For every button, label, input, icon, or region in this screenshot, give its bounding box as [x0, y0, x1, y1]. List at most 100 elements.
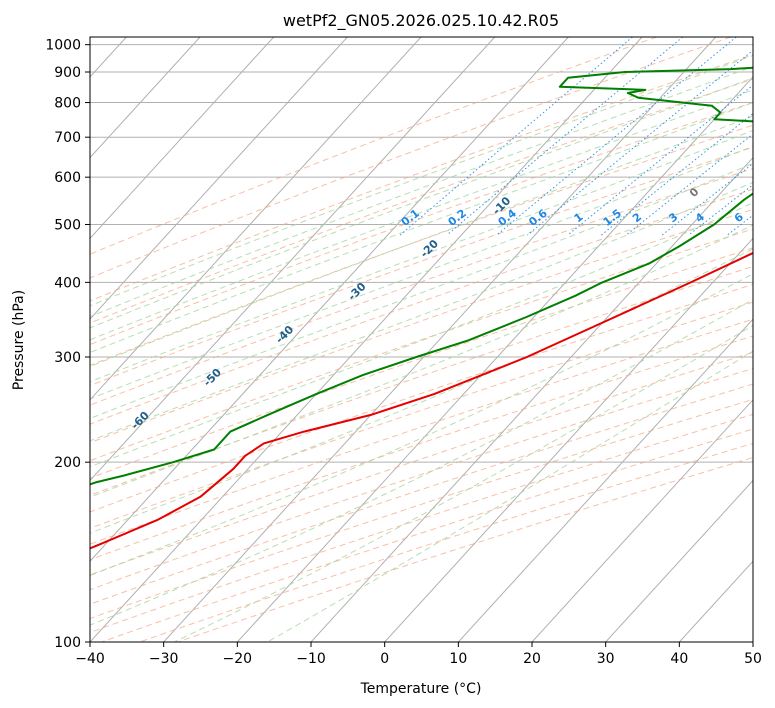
dry-adiabat-line [90, 188, 753, 425]
moist-adiabat-line [90, 65, 753, 318]
chart-title: wetPf2_GN05.2026.025.10.42.R05 [283, 11, 559, 31]
isotherm-line [605, 479, 753, 642]
dry-adiabat-line [90, 168, 753, 406]
series-layer [90, 66, 753, 550]
y-tick-label: 800 [54, 96, 81, 112]
dry-adiabat-line [90, 413, 753, 633]
dry-adiabat-line [90, 37, 732, 279]
moist-adiabat-line [90, 101, 753, 354]
isotherm-line [752, 641, 753, 642]
isotherm-line [457, 318, 753, 642]
mixing-ratio-line [567, 84, 753, 236]
dry-adiabat-line [90, 367, 753, 591]
moist-adiabat-line [90, 181, 753, 442]
y-tick-label: 400 [54, 275, 81, 291]
dry-adiabat-line [139, 442, 753, 642]
dry-adiabat-line [90, 247, 753, 479]
dry-adiabat-label: -50 [201, 366, 224, 389]
y-tick-label: 1000 [45, 38, 81, 54]
x-axis: −40 −30 −20 −10 0 10 20 30 40 50 [75, 642, 762, 667]
y-axis: 100 200 300 400 500 600 700 800 900 1000 [45, 38, 90, 651]
y-tick-label: 200 [54, 455, 81, 471]
dry-adiabat-label: -30 [345, 280, 368, 303]
dry-adiabat-line [90, 146, 753, 387]
x-tick-label: 30 [597, 651, 615, 667]
x-tick-label: −10 [296, 651, 326, 667]
isotherm-line [310, 156, 753, 642]
x-tick-label: 50 [744, 651, 762, 667]
mixing-ratio-label: 0.6 [526, 206, 550, 228]
mixing-ratio-label: 8 [760, 210, 774, 225]
y-tick-label: 700 [54, 130, 81, 146]
moist-adiabat-line [90, 129, 753, 383]
moist-adiabat-line [90, 54, 753, 307]
x-tick-label: −20 [223, 651, 253, 667]
dry-adiabat-line [90, 265, 753, 496]
mixing-ratio-line [756, 37, 775, 235]
y-tick-label: 500 [54, 217, 81, 233]
x-tick-label: 20 [523, 651, 541, 667]
moist-adiabat-line [90, 224, 753, 498]
mixing-ratio-label: 6 [732, 210, 746, 225]
x-tick-label: 10 [449, 651, 467, 667]
dry-adiabat-line [90, 101, 753, 346]
mixing-ratio-label: 0.2 [446, 207, 469, 229]
plot-frame [89, 36, 754, 643]
moist-adiabat-line [90, 115, 753, 368]
dry-adiabat-line [90, 335, 753, 561]
y-tick-label: 600 [54, 170, 81, 186]
isotherm-line [90, 37, 348, 320]
grid-layer [90, 37, 753, 642]
isotherm-line [163, 37, 717, 642]
mixing-ratio-label: 2 [630, 210, 644, 225]
background-lines [90, 37, 775, 642]
mixing-ratio-label: 3 [666, 210, 680, 225]
isotherm-line [678, 560, 753, 642]
x-tick-label: −40 [75, 651, 105, 667]
dry-adiabat-line [90, 383, 753, 605]
dry-adiabat-line [90, 78, 753, 324]
dry-adiabat-line [90, 228, 753, 462]
moist-adiabat-line [90, 77, 753, 329]
dry-adiabat-line [90, 398, 753, 620]
y-tick-label: 900 [54, 65, 81, 81]
dry-adiabat-line [101, 428, 753, 642]
dry-adiabat-line [90, 208, 753, 444]
isotherm-line [90, 37, 201, 159]
mixing-ratio-line [661, 162, 753, 236]
moist-adiabat-line [90, 145, 753, 400]
isotherm-line [236, 76, 753, 642]
dry-adiabat-label: -60 [129, 409, 152, 432]
x-axis-label: Temperature (°C) [360, 681, 482, 697]
dry-adiabat-label: -80 [0, 494, 7, 517]
mixing-ratio-label: 1.5 [601, 207, 624, 229]
isotherm-line [90, 37, 422, 401]
x-tick-label: −30 [149, 651, 179, 667]
dry-adiabat-line [90, 301, 753, 529]
dry-adiabat-line [90, 37, 657, 255]
dry-adiabat-line [90, 351, 753, 576]
isotherm-line [531, 399, 753, 642]
dry-adiabat-label: -40 [273, 323, 296, 346]
mixing-ratio-label: 4 [693, 210, 707, 225]
mixing-ratio-line [601, 112, 753, 236]
y-axis-label: Pressure (hPa) [11, 290, 27, 390]
isotherm-line [384, 237, 753, 642]
moist-adiabat-line [90, 298, 753, 626]
moist-adiabat-line [90, 162, 753, 419]
moist-adiabat-line [90, 89, 753, 341]
mixing-ratio-line [496, 37, 737, 236]
isotherm-line [90, 37, 569, 563]
moist-adiabat-line [90, 202, 753, 468]
temperature-profile-line [90, 251, 753, 550]
x-tick-label: 0 [380, 651, 389, 667]
y-tick-label: 300 [54, 350, 81, 366]
dry-adiabat-line [90, 318, 753, 545]
dry-adiabat-line [90, 124, 753, 366]
dry-adiabat-line [90, 54, 753, 302]
moist-adiabat-line [267, 350, 753, 642]
mixing-ratio-line [726, 214, 753, 236]
mixing-ratio-label: 1 [572, 210, 586, 225]
moist-adiabat-line [90, 248, 753, 534]
